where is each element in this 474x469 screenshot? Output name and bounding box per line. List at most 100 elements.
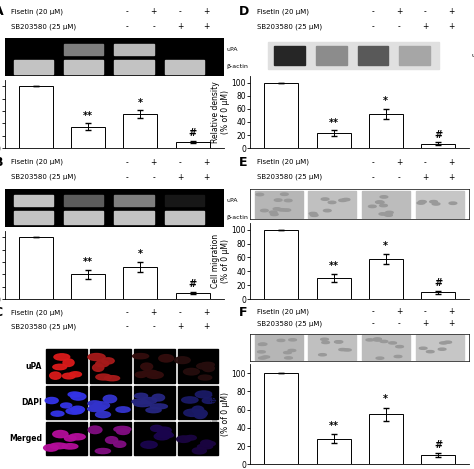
Text: +: +	[151, 7, 157, 16]
Bar	[308, 335, 356, 360]
Bar	[399, 46, 430, 65]
Ellipse shape	[103, 395, 117, 403]
Text: *: *	[383, 241, 388, 251]
Text: +: +	[448, 158, 455, 166]
Text: DAPI: DAPI	[21, 398, 42, 407]
Text: SB203580 (25 μM): SB203580 (25 μM)	[257, 174, 322, 181]
Ellipse shape	[277, 339, 285, 341]
Text: SB203580 (25 μM): SB203580 (25 μM)	[257, 321, 322, 327]
Ellipse shape	[141, 441, 157, 448]
Ellipse shape	[440, 342, 447, 344]
Bar	[114, 45, 154, 55]
Text: -: -	[126, 173, 129, 182]
Ellipse shape	[61, 403, 72, 408]
Text: -: -	[372, 22, 374, 31]
Ellipse shape	[202, 441, 215, 446]
Text: +: +	[448, 7, 455, 16]
Ellipse shape	[53, 364, 67, 370]
Text: -: -	[179, 7, 182, 16]
Ellipse shape	[51, 411, 64, 416]
Bar	[13, 195, 53, 206]
Ellipse shape	[69, 372, 82, 377]
Text: +: +	[177, 173, 183, 182]
Ellipse shape	[259, 357, 266, 359]
Text: A: A	[0, 5, 3, 18]
Text: #: #	[434, 278, 442, 288]
Ellipse shape	[136, 372, 146, 378]
Ellipse shape	[152, 394, 164, 401]
Ellipse shape	[342, 198, 350, 201]
Ellipse shape	[134, 401, 151, 407]
Text: Fisetin (20 μM): Fisetin (20 μM)	[257, 8, 309, 15]
Text: SB203580 (25 μM): SB203580 (25 μM)	[11, 174, 76, 181]
Text: +: +	[203, 173, 210, 182]
Ellipse shape	[116, 407, 130, 412]
Ellipse shape	[368, 205, 376, 208]
Bar	[64, 195, 103, 206]
Ellipse shape	[374, 339, 381, 341]
Ellipse shape	[71, 393, 86, 400]
Ellipse shape	[319, 354, 326, 356]
Ellipse shape	[256, 193, 264, 196]
Ellipse shape	[261, 209, 268, 212]
Ellipse shape	[199, 375, 212, 380]
Ellipse shape	[289, 339, 296, 341]
Ellipse shape	[323, 209, 331, 212]
Text: #: #	[189, 279, 197, 289]
Ellipse shape	[105, 376, 119, 381]
Ellipse shape	[63, 359, 74, 366]
Text: *: *	[383, 394, 388, 404]
Ellipse shape	[93, 402, 109, 409]
Ellipse shape	[288, 349, 296, 352]
Text: β-actin: β-actin	[226, 215, 248, 220]
Text: C: C	[0, 306, 3, 319]
Text: -: -	[372, 319, 374, 328]
Bar	[317, 439, 351, 464]
Text: +: +	[203, 7, 210, 16]
Ellipse shape	[375, 201, 383, 203]
Text: +: +	[203, 308, 210, 317]
Text: +: +	[177, 322, 183, 331]
Text: Fisetin (20 μM): Fisetin (20 μM)	[11, 8, 64, 15]
Ellipse shape	[183, 369, 199, 375]
Ellipse shape	[380, 196, 388, 198]
Text: -: -	[372, 307, 374, 316]
Bar	[90, 386, 131, 419]
Bar	[362, 191, 410, 218]
Text: +: +	[396, 307, 402, 316]
Ellipse shape	[176, 436, 191, 442]
Text: SB203580 (25 μM): SB203580 (25 μM)	[11, 23, 76, 30]
Text: SB203580 (25 μM): SB203580 (25 μM)	[11, 323, 76, 330]
Ellipse shape	[192, 406, 204, 414]
Text: B: B	[0, 156, 3, 168]
Ellipse shape	[278, 209, 286, 211]
Text: -: -	[126, 22, 129, 31]
Text: +: +	[151, 308, 157, 317]
Text: -: -	[372, 7, 374, 16]
Ellipse shape	[92, 364, 104, 371]
Ellipse shape	[419, 347, 427, 349]
Ellipse shape	[430, 201, 438, 203]
Text: **: **	[83, 111, 93, 121]
Bar	[357, 46, 388, 65]
Ellipse shape	[53, 431, 68, 438]
Ellipse shape	[201, 440, 212, 446]
Bar	[369, 259, 403, 299]
Text: -: -	[398, 173, 401, 182]
Ellipse shape	[146, 371, 163, 378]
Ellipse shape	[159, 433, 173, 438]
Ellipse shape	[385, 214, 392, 216]
Ellipse shape	[198, 444, 212, 449]
Text: Merged: Merged	[9, 434, 42, 443]
Text: Fisetin (20 μM): Fisetin (20 μM)	[11, 310, 64, 316]
Ellipse shape	[419, 201, 426, 203]
Ellipse shape	[88, 406, 105, 412]
Bar	[178, 386, 219, 419]
Text: +: +	[396, 7, 402, 16]
Text: +: +	[448, 22, 455, 31]
Ellipse shape	[389, 342, 396, 344]
Bar	[123, 114, 157, 148]
Ellipse shape	[396, 346, 403, 348]
Text: *: *	[138, 250, 143, 259]
Ellipse shape	[88, 401, 101, 406]
